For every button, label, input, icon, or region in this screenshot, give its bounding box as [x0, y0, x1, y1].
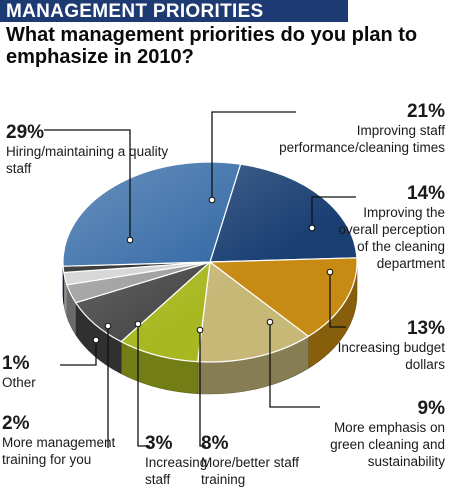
leader-dot-management-training: [104, 322, 112, 330]
label-hiring: 29% Hiring/maintaining a quality staff: [6, 122, 206, 177]
pct-staff-training: 8%: [201, 433, 229, 454]
pct-improving-staff: 21%: [406, 101, 445, 122]
leader-dot-staff-training: [196, 326, 204, 334]
pct-green-cleaning: 9%: [417, 398, 445, 419]
pie-slices: [62, 161, 358, 363]
label-green-cleaning: 9% More emphasis on green cleaning and s…: [325, 398, 445, 470]
pct-management-training: 2%: [2, 413, 30, 434]
label-other: 1% Other: [2, 353, 62, 391]
label-increasing-staff: 3% Increasing staff: [145, 433, 225, 488]
chart-question-title: What management priorities do you plan t…: [6, 24, 418, 68]
section-header-label: MANAGEMENT PRIORITIES: [6, 1, 264, 22]
pie-slice-hiring: [62, 161, 242, 267]
desc-management-training: More management training for you: [2, 435, 116, 467]
pct-increasing-staff: 3%: [145, 433, 173, 454]
leader-dot-hiring: [126, 236, 134, 244]
label-improving-perception: 14% Improving the overall perception of …: [330, 183, 445, 272]
leader-dot-increasing-budget: [326, 268, 334, 276]
label-improving-staff: 21%: [305, 101, 445, 122]
leader-dot-green-cleaning: [266, 318, 274, 326]
leader-dot-improving-perception: [308, 224, 316, 232]
leader-line-staff-training: [199, 330, 206, 447]
desc-other: Other: [2, 375, 36, 390]
desc-improving-staff: Improving staff performance/cleaning tim…: [279, 123, 445, 155]
pct-other: 1%: [2, 353, 30, 374]
desc-increasing-staff: Increasing staff: [145, 455, 208, 487]
leader-dot-other: [92, 336, 100, 344]
leader-line-hiring: [44, 129, 131, 240]
pct-hiring: 29%: [6, 122, 45, 143]
section-header-bar: MANAGEMENT PRIORITIES: [0, 0, 348, 22]
leader-line-other: [60, 340, 97, 366]
leader-line-green-cleaning: [269, 322, 320, 408]
leader-line-increasing-budget: [329, 272, 346, 328]
desc-hiring: Hiring/maintaining a quality staff: [6, 144, 169, 176]
desc-improving-staff-wrap: Improving staff performance/cleaning tim…: [236, 122, 445, 156]
leader-lines: [44, 111, 356, 448]
leader-dot-improving-staff: [208, 196, 216, 204]
desc-improving-perception: Improving the overall perception of the …: [338, 205, 445, 271]
leader-dot-increasing-staff: [134, 320, 142, 328]
pct-improving-perception: 14%: [406, 183, 445, 204]
desc-staff-training: More/better staff training: [201, 455, 300, 487]
leader-line-increasing-staff: [137, 324, 150, 447]
desc-increasing-budget: Increasing budget dollars: [337, 340, 445, 372]
leader-line-improving-perception: [311, 196, 356, 228]
leader-line-improving-staff: [211, 111, 296, 200]
label-staff-training: 8% More/better staff training: [201, 433, 326, 488]
label-increasing-budget: 13% Increasing budget dollars: [330, 318, 445, 373]
label-management-training: 2% More management training for you: [2, 413, 122, 468]
desc-green-cleaning: More emphasis on green cleaning and sust…: [330, 420, 445, 469]
pct-increasing-budget: 13%: [406, 318, 445, 339]
